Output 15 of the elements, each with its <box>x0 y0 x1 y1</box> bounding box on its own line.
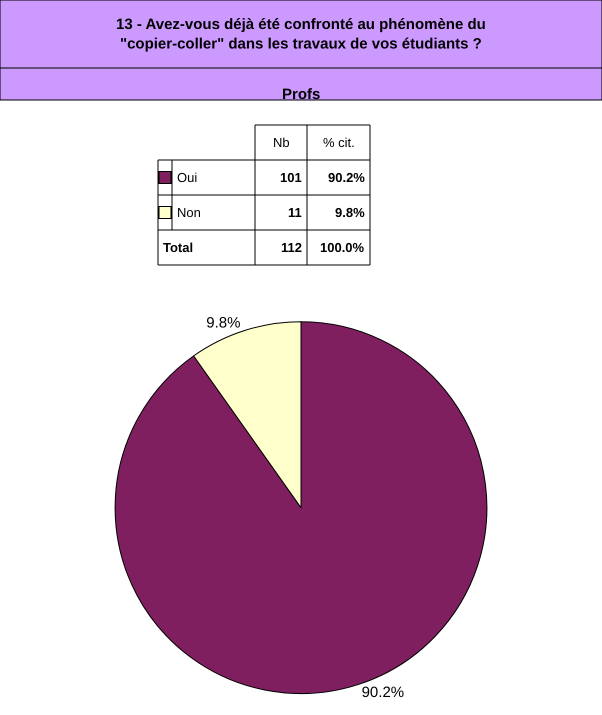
text: 90.2% <box>328 170 365 185</box>
legend-label: Non <box>177 205 201 220</box>
text: % cit. <box>323 135 355 150</box>
legend-label: Oui <box>177 170 198 185</box>
text: 101 <box>280 170 302 185</box>
text: 112 <box>281 240 302 255</box>
data-label: 90.2% <box>362 684 404 702</box>
text: 11 <box>288 205 302 220</box>
chart-subtitle: Profs <box>282 86 320 103</box>
text: 9.8% <box>335 205 365 220</box>
data-label: 9.8% <box>206 314 240 332</box>
text: Nb <box>273 135 290 150</box>
text: 100.0% <box>320 240 365 255</box>
text: Total <box>163 240 194 255</box>
chart-title: 13 - Avez-vous déjà été confronté au phénomène du "copier-coller" dans les travaux de vos étudiants ? <box>116 16 486 52</box>
